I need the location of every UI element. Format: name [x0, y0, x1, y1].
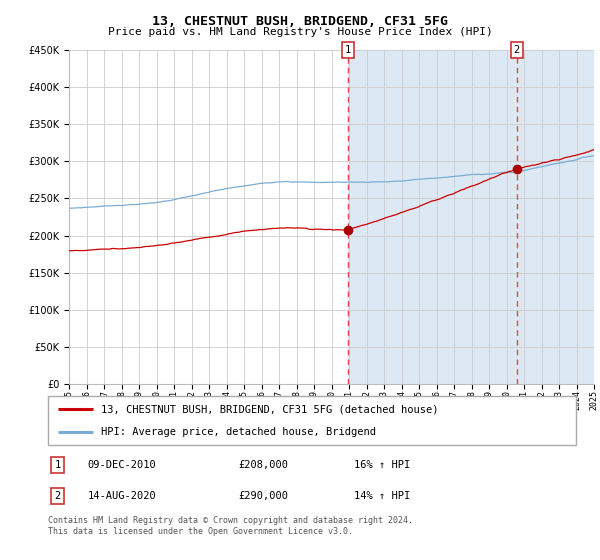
Text: Contains HM Land Registry data © Crown copyright and database right 2024.
This d: Contains HM Land Registry data © Crown c…: [48, 516, 413, 536]
Text: 13, CHESTNUT BUSH, BRIDGEND, CF31 5FG (detached house): 13, CHESTNUT BUSH, BRIDGEND, CF31 5FG (d…: [101, 404, 438, 414]
FancyBboxPatch shape: [48, 396, 576, 445]
Text: 1: 1: [55, 460, 61, 470]
Text: £290,000: £290,000: [238, 491, 288, 501]
Text: 2: 2: [55, 491, 61, 501]
Text: 16% ↑ HPI: 16% ↑ HPI: [354, 460, 410, 470]
Text: 14% ↑ HPI: 14% ↑ HPI: [354, 491, 410, 501]
Text: 09-DEC-2010: 09-DEC-2010: [88, 460, 157, 470]
Text: £208,000: £208,000: [238, 460, 288, 470]
Text: Price paid vs. HM Land Registry's House Price Index (HPI): Price paid vs. HM Land Registry's House …: [107, 27, 493, 37]
Text: 2: 2: [514, 45, 520, 55]
Bar: [347, 50, 594, 384]
Text: 1: 1: [344, 45, 350, 55]
Text: 14-AUG-2020: 14-AUG-2020: [88, 491, 157, 501]
Text: 13, CHESTNUT BUSH, BRIDGEND, CF31 5FG: 13, CHESTNUT BUSH, BRIDGEND, CF31 5FG: [152, 15, 448, 27]
Text: HPI: Average price, detached house, Bridgend: HPI: Average price, detached house, Brid…: [101, 427, 376, 437]
